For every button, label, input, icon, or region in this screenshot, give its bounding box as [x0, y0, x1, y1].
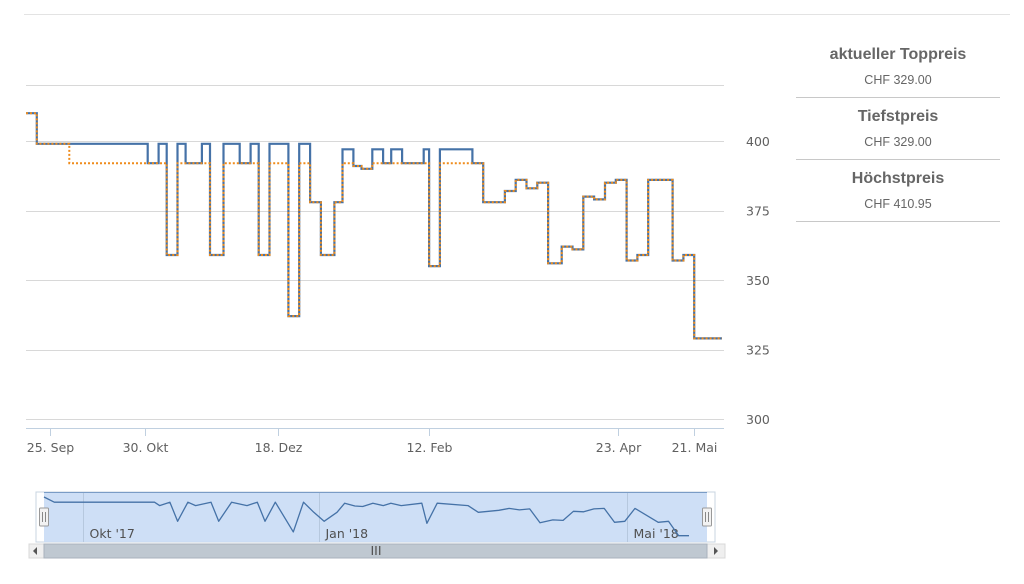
stat-title: Tiefstpreis [857, 108, 939, 125]
navigator-handle-right[interactable] [702, 507, 712, 527]
navigator-label: Okt '17 [90, 526, 135, 541]
x-axis [26, 428, 724, 436]
y-tick-label: 300 [746, 412, 770, 427]
stat-title: Höchstpreis [851, 170, 945, 187]
navigator-series [43, 496, 689, 537]
series-group [26, 112, 722, 340]
x-tick-label: 18. Dez [255, 440, 303, 455]
navigator-handle-left[interactable] [39, 507, 49, 527]
stat-title: aktueller Toppreis [829, 46, 967, 63]
top-divider [24, 14, 1010, 15]
handle-body[interactable] [702, 507, 712, 527]
x-tick-label: 25. Sep [27, 440, 74, 455]
stat-value: CHF 329.00 [864, 135, 932, 149]
x-tick-label: 23. Apr [596, 440, 642, 455]
navigator-selection[interactable] [44, 492, 707, 542]
scroll-right-arrow-icon[interactable] [714, 547, 718, 555]
scrollbar-grip-icon[interactable]: III [370, 543, 381, 558]
scroll-left-arrow-icon[interactable] [33, 547, 37, 555]
current-top-price: aktueller Toppreis CHF 329.00 [796, 36, 1000, 98]
navigator[interactable]: Okt '17 Jan '18 Mai '18 [35, 491, 716, 543]
navigator-label: Mai '18 [634, 526, 679, 541]
series-line-0 [26, 112, 722, 340]
y-tick-label: 400 [746, 134, 770, 149]
price-stats-panel: aktueller Toppreis CHF 329.00 Tiefstprei… [796, 36, 1000, 222]
x-tick-label: 12. Feb [407, 440, 453, 455]
y-tick-label: 325 [746, 343, 770, 358]
scrollbar-thumb[interactable] [43, 543, 708, 559]
y-tick-label: 375 [746, 204, 770, 219]
x-axis-labels: 25. Sep 30. Okt 18. Dez 12. Feb 23. Apr 21. M… [27, 440, 718, 455]
scrollbar[interactable]: III [28, 543, 726, 559]
stat-value: CHF 329.00 [864, 73, 932, 87]
y-tick-label: 350 [746, 273, 770, 288]
series-line-1 [26, 112, 722, 340]
navigator-label: Jan '18 [325, 526, 369, 541]
x-tick-label: 30. Okt [123, 440, 169, 455]
highest-price: Höchstpreis CHF 410.95 [796, 160, 1000, 222]
x-tick-label: 21. Mai [672, 440, 718, 455]
handle-body[interactable] [39, 507, 49, 527]
grid-lines [26, 85, 724, 420]
y-axis-labels: 300 325 350 375 400 [746, 134, 770, 427]
lowest-price: Tiefstpreis CHF 329.00 [796, 98, 1000, 160]
stat-value: CHF 410.95 [864, 197, 932, 211]
